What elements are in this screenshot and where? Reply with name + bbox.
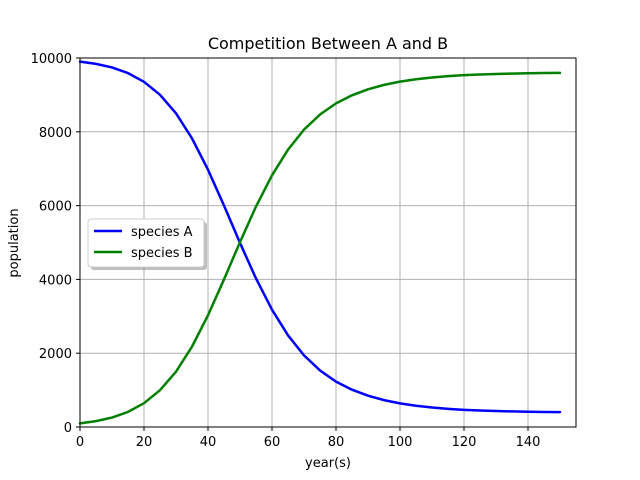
y-tick-label: 8000 xyxy=(39,126,72,141)
y-tick-label: 4000 xyxy=(39,273,72,288)
x-tick-label: 120 xyxy=(452,435,477,450)
series-line-b xyxy=(78,71,562,425)
y-tick-label: 6000 xyxy=(39,200,72,215)
x-tick-label: 40 xyxy=(200,435,217,450)
x-tick-label: 0 xyxy=(76,435,84,450)
x-axis-label: year(s) xyxy=(305,456,351,471)
x-tick-label: 140 xyxy=(516,435,541,450)
y-tick-label: 2000 xyxy=(39,347,72,362)
x-tick-label: 80 xyxy=(328,435,345,450)
y-axis-label: population xyxy=(7,208,22,277)
plot-frame xyxy=(79,57,577,428)
series-lines xyxy=(78,60,562,425)
legend: species A species B xyxy=(87,218,207,270)
legend-label-b: species B xyxy=(131,246,193,261)
x-tick-label: 60 xyxy=(264,435,281,450)
y-tick-label: 0 xyxy=(64,421,72,436)
x-tick-label: 100 xyxy=(388,435,413,450)
legend-label-a: species A xyxy=(131,225,193,240)
y-tick-label: 10000 xyxy=(31,52,72,67)
series-line-a xyxy=(78,60,562,414)
x-tick-label: 20 xyxy=(136,435,153,450)
chart-title: Competition Between A and B xyxy=(208,34,448,53)
axis-ticks: 0 20 40 60 80 100 120 140 0 2000 4000 6000 8000 10000 xyxy=(31,52,541,450)
